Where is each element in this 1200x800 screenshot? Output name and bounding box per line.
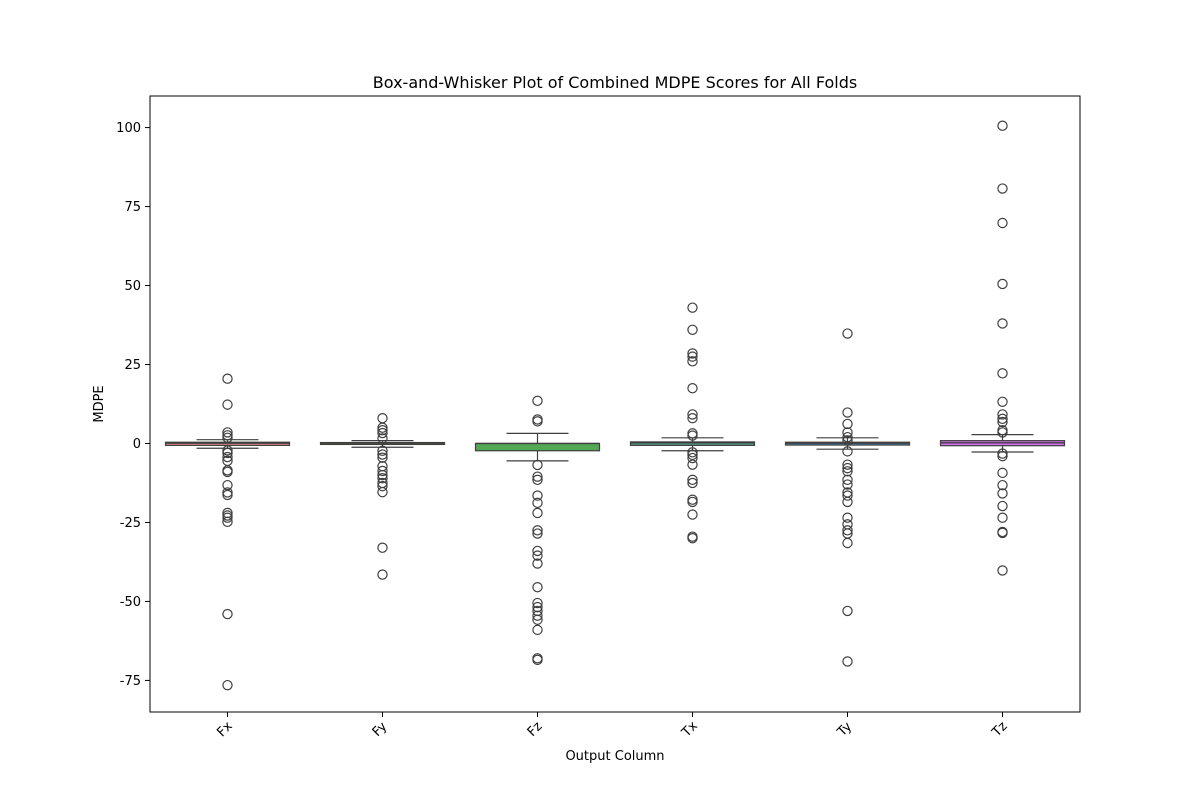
outlier-point xyxy=(998,279,1007,288)
x-tick-label: Fz xyxy=(525,719,546,740)
y-tick-label: 50 xyxy=(124,279,141,294)
outlier-point xyxy=(378,488,387,497)
outlier-point xyxy=(998,184,1007,193)
outlier-point xyxy=(533,396,542,405)
outlier-point xyxy=(223,681,232,690)
y-tick-label: -25 xyxy=(120,516,141,531)
outlier-point xyxy=(843,657,852,666)
outlier-point xyxy=(223,609,232,618)
outlier-point xyxy=(688,429,697,438)
box-group-tx xyxy=(631,303,755,543)
outlier-point xyxy=(688,495,697,504)
outlier-point xyxy=(998,501,1007,510)
outlier-point xyxy=(843,538,852,547)
outlier-point xyxy=(998,513,1007,522)
outlier-point xyxy=(688,460,697,469)
outlier-point xyxy=(378,543,387,552)
outlier-point xyxy=(688,325,697,334)
outlier-point xyxy=(688,497,697,506)
outlier-point xyxy=(998,319,1007,328)
x-tick-label: Tx xyxy=(678,718,701,741)
x-tick-label: Fx xyxy=(214,719,236,741)
box-group-ty xyxy=(786,329,910,666)
outlier-point xyxy=(533,460,542,469)
outlier-point xyxy=(688,510,697,519)
outlier-point xyxy=(688,303,697,312)
outlier-point xyxy=(998,218,1007,227)
outlier-point xyxy=(223,400,232,409)
x-tick-label: Fy xyxy=(370,719,391,740)
outlier-point xyxy=(998,397,1007,406)
x-tick-label: Ty xyxy=(834,719,855,740)
outlier-point xyxy=(533,508,542,517)
outlier-point xyxy=(998,369,1007,378)
box-group-fz xyxy=(476,396,600,664)
chart-title: Box-and-Whisker Plot of Combined MDPE Sc… xyxy=(373,73,857,92)
plot-frame xyxy=(150,96,1080,712)
y-tick-label: 75 xyxy=(124,200,141,215)
outlier-point xyxy=(843,408,852,417)
y-axis-label: MDPE xyxy=(92,385,107,422)
y-tick-label: -50 xyxy=(120,595,141,610)
outlier-point xyxy=(378,570,387,579)
y-tick-label: 25 xyxy=(124,358,141,373)
y-tick-label: -75 xyxy=(120,674,141,689)
outlier-point xyxy=(998,566,1007,575)
outlier-point xyxy=(843,606,852,615)
outlier-point xyxy=(378,414,387,423)
outlier-point xyxy=(533,625,542,634)
plot-area: -75 -50 -25 0 25 50 75 100 Fx Fy Fz Tx Ty Tz xyxy=(116,121,1064,741)
x-axis-label: Output Column xyxy=(565,749,664,764)
outlier-point xyxy=(998,468,1007,477)
box-group-fy xyxy=(321,414,445,580)
outlier-point xyxy=(533,583,542,592)
outlier-point xyxy=(223,374,232,383)
outlier-point xyxy=(843,329,852,338)
outlier-point xyxy=(998,121,1007,130)
outlier-point xyxy=(843,419,852,428)
y-tick-label: 0 xyxy=(133,437,141,452)
box-group-fx xyxy=(166,374,290,690)
outlier-point xyxy=(688,384,697,393)
outlier-point xyxy=(843,497,852,506)
x-tick-label: Tz xyxy=(989,719,1011,741)
box-group-tz xyxy=(941,121,1065,575)
box-iqr xyxy=(476,443,600,450)
y-tick-label: 100 xyxy=(116,121,141,136)
